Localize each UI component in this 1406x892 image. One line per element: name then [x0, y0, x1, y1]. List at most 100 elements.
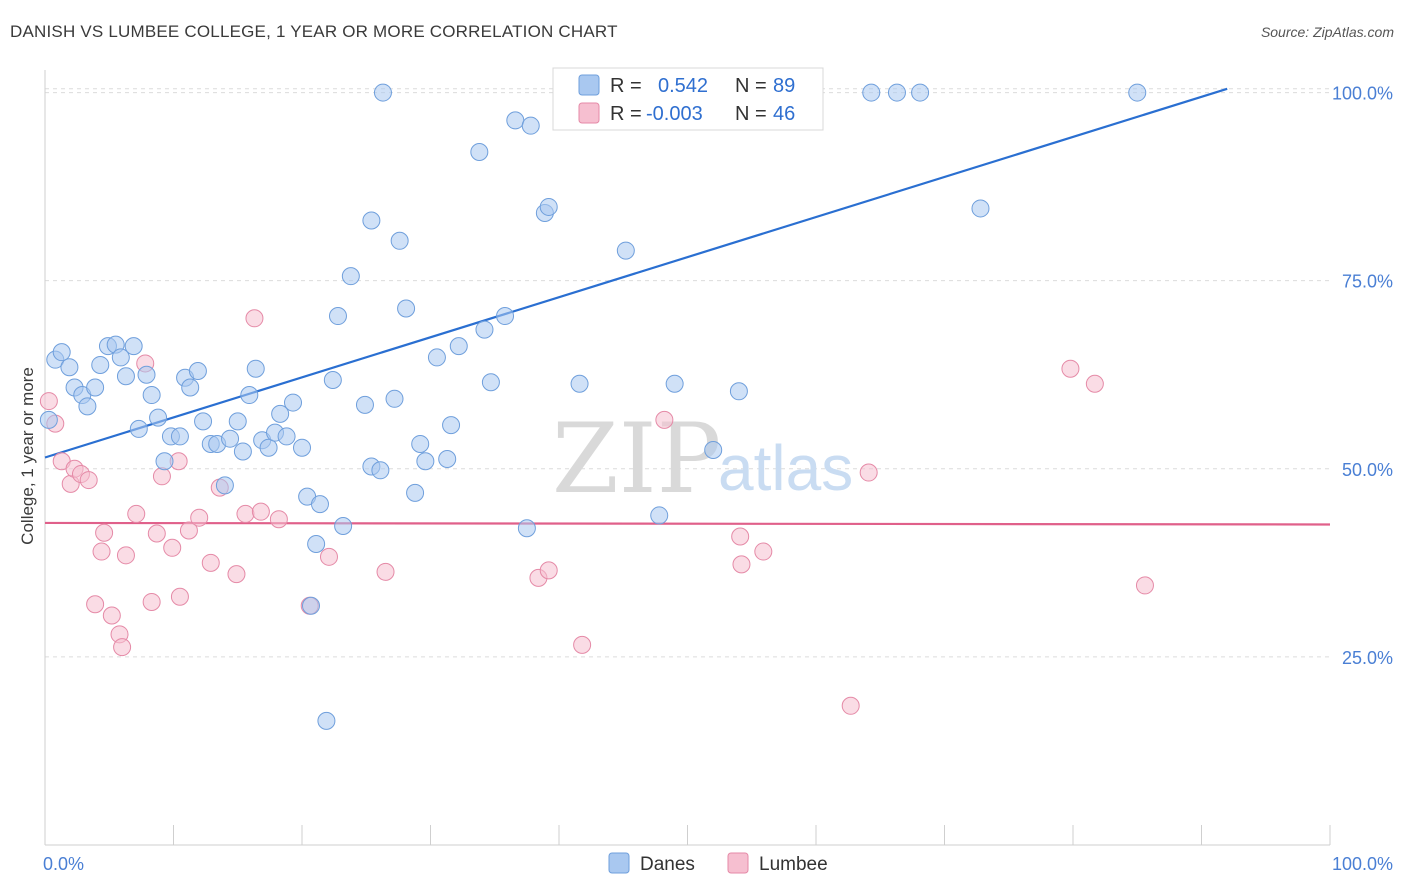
lumbee-point — [573, 635, 592, 654]
danes-point — [246, 359, 265, 378]
bottom-legend-swatch-danes — [608, 852, 630, 874]
danes-point — [111, 348, 130, 367]
danes-point — [427, 348, 446, 367]
danes-point — [470, 143, 489, 162]
danes-point — [539, 197, 558, 216]
points-layer — [39, 83, 1154, 730]
danes-point — [240, 386, 259, 405]
lumbee-point — [113, 638, 132, 657]
danes-point — [39, 410, 58, 429]
lumbee-point — [731, 527, 750, 546]
lumbee-point — [116, 546, 135, 565]
danes-point — [271, 404, 290, 423]
y-tick-label: 75.0% — [1342, 272, 1393, 292]
danes-point — [170, 427, 189, 446]
danes-point — [416, 452, 435, 471]
lumbee-point — [859, 463, 878, 482]
legend-n-value-lumbee: 46 — [773, 103, 795, 125]
danes-point — [506, 111, 525, 130]
danes-point — [124, 337, 143, 356]
lumbee-point — [170, 587, 189, 606]
danes-point — [355, 395, 374, 414]
danes-point — [301, 596, 320, 615]
danes-point — [284, 393, 303, 412]
danes-point — [233, 442, 252, 461]
danes-point — [334, 516, 353, 535]
lumbee-point — [1085, 374, 1104, 393]
y-tick-label: 100.0% — [1332, 84, 1393, 104]
lumbee-point — [236, 504, 255, 523]
lumbee-point — [376, 562, 395, 581]
lumbee-point — [190, 508, 209, 527]
bottom-legend-lumbee: Lumbee — [759, 854, 828, 875]
lumbee-point — [754, 542, 773, 561]
danes-point — [188, 361, 207, 380]
lumbee-point — [152, 467, 171, 486]
lumbee-point — [79, 471, 98, 490]
legend-r-value-lumbee: -0.003 — [646, 103, 703, 125]
lumbee-point — [102, 606, 121, 625]
lumbee-point — [127, 504, 146, 523]
source-label: Source: ZipAtlas.com — [1260, 24, 1394, 40]
danes-point — [397, 299, 416, 318]
danes-point — [259, 438, 278, 457]
danes-point — [616, 241, 635, 260]
danes-point — [362, 211, 381, 230]
x-tick-label: 0.0% — [43, 854, 84, 874]
danes-point — [390, 231, 409, 250]
danes-point — [181, 378, 200, 397]
legend-n-label-danes: N = — [735, 75, 767, 97]
lumbee-point — [201, 553, 220, 572]
danes-point — [729, 382, 748, 401]
danes-point — [521, 116, 540, 135]
bottom-legend-danes: Danes — [640, 854, 695, 875]
danes-point — [277, 427, 296, 446]
danes-point — [116, 367, 135, 386]
danes-point — [293, 438, 311, 457]
lumbee-point — [147, 524, 166, 543]
danes-point — [307, 535, 326, 554]
legend-box: R = 0.542 N = 89 R = -0.003 N = 46 — [552, 67, 824, 131]
y-tick-label: 25.0% — [1342, 648, 1393, 668]
watermark-atlas: atlas — [718, 432, 853, 504]
danes-point — [129, 419, 148, 438]
danes-point — [373, 83, 392, 102]
danes-point — [86, 378, 105, 397]
chart-title: DANISH VS LUMBEE COLLEGE, 1 YEAR OR MORE… — [10, 22, 618, 41]
danes-point — [438, 450, 457, 469]
danes-point — [310, 495, 329, 514]
lumbee-point — [95, 523, 114, 542]
danes-point — [475, 320, 494, 339]
danes-point — [704, 440, 723, 459]
lumbee-point — [1061, 359, 1080, 378]
y-axis-label: College, 1 year or more — [18, 367, 37, 545]
danes-point — [328, 307, 347, 326]
danes-point — [481, 373, 500, 392]
danes-point — [137, 365, 156, 384]
lumbee-trendline — [44, 521, 1331, 526]
x-tick-label: 100.0% — [1332, 854, 1393, 874]
danes-point — [78, 397, 97, 416]
lumbee-point — [539, 561, 558, 580]
danes-point — [1128, 83, 1147, 102]
lumbee-point — [841, 696, 860, 715]
legend-n-label-lumbee: N = — [735, 103, 767, 125]
bottom-legend: Danes Lumbee — [608, 852, 828, 875]
lumbee-point — [227, 565, 246, 584]
lumbee-point — [245, 309, 264, 328]
danes-point — [517, 519, 536, 538]
watermark: ZIP atlas — [552, 403, 853, 515]
danes-point — [371, 461, 390, 480]
danes-point — [570, 374, 589, 393]
bottom-legend-swatch-lumbee — [727, 852, 749, 874]
danes-point — [341, 267, 360, 286]
lumbee-point — [142, 592, 161, 611]
watermark-zip: ZIP — [552, 403, 721, 515]
legend-r-value-danes: 0.542 — [658, 75, 708, 97]
lumbee-point — [39, 392, 58, 411]
lumbee-point — [269, 510, 288, 529]
danes-point — [862, 83, 881, 102]
danes-point — [385, 389, 404, 408]
lumbee-point — [655, 410, 674, 429]
